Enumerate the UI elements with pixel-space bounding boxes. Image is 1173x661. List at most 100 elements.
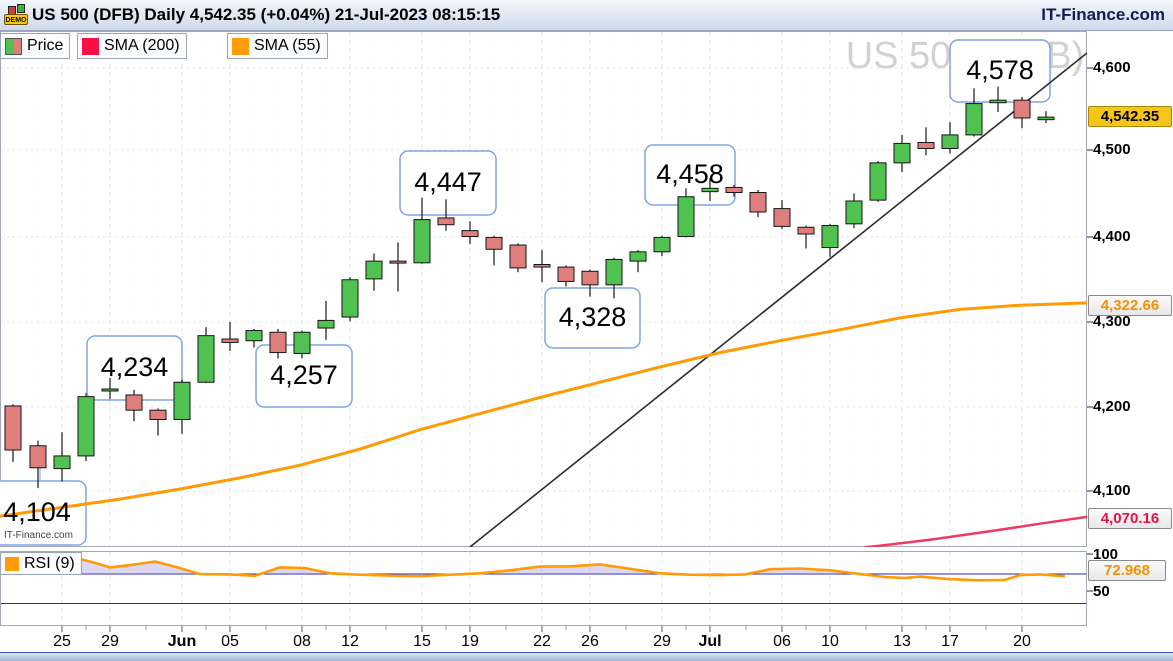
date-axis-label: 29 [101,633,119,650]
rsi-panel[interactable] [0,551,1087,626]
price-axis-label: 4,100 [1093,482,1131,499]
candle-body [29,445,47,469]
brand-link[interactable]: IT-Finance.com [1041,5,1165,24]
current-price-tag: 4,542.35 [1088,106,1172,127]
candle-body [341,279,359,318]
candle-body [989,99,1007,104]
price-axis-label: 4,400 [1093,228,1131,245]
date-axis-label: Jun [167,633,197,650]
candle-body [101,388,119,392]
annotation-boxes [0,39,1051,546]
candle-body [485,236,503,250]
legend-item-price[interactable]: Price [0,33,71,59]
candle-body [1013,99,1031,119]
candle-body [221,338,239,343]
mini-candles-icon [7,4,25,15]
chart-canvas[interactable]: US 500 (DFB) [0,31,1173,660]
sma200-value-tag: 4,070.16 [1088,508,1172,529]
price-axis-label: 4,600 [1093,59,1131,76]
candle-body [917,142,935,149]
candle-body [605,258,623,286]
candle-body [845,200,863,225]
candle-body [389,260,407,264]
rsi-line[interactable] [0,555,1066,582]
date-axis-label: 29 [653,633,671,650]
legend-rsi-label: RSI (9) [24,554,75,572]
date-axis-label: 26 [581,633,599,650]
axis-ticks [61,67,1093,632]
date-axis-label: 13 [893,633,911,650]
demo-badge-label: DEMO [4,14,28,25]
candle-body [701,187,719,193]
candle-body [1037,116,1055,121]
rsi-axis-label: 50 [1093,583,1110,600]
candle-body [749,192,767,213]
candle-body [725,186,743,194]
legend-sma200-label: SMA (200) [104,37,180,54]
price-axis-label: 4,200 [1093,398,1131,415]
legend-item-sma200[interactable]: SMA (200) [77,33,187,59]
date-axis-label: 15 [413,633,431,650]
candle-body [245,330,263,342]
candle-body [413,219,431,264]
legend-item-rsi[interactable]: RSI (9) [0,552,82,575]
candle-body [965,103,983,136]
sma55-swatch-icon [232,37,249,55]
candle-body [581,270,599,286]
candle-body [317,319,335,329]
candle-body [53,455,71,470]
rsi-value-tag: 72.968 [1088,560,1166,581]
candle-body [293,331,311,354]
price-axis-label: 4,500 [1093,141,1131,158]
sma200-swatch-icon [82,37,99,55]
demo-badge-icon: DEMO [4,4,28,27]
candle-body [365,260,383,280]
candle-body [773,208,791,227]
sma55-value-tag: 4,322.66 [1088,295,1172,316]
candle-body [173,381,191,421]
candle-body [197,335,215,383]
price-panel[interactable] [0,31,1087,547]
candle-body [125,394,143,411]
legend-item-sma55[interactable]: SMA (55) [227,33,328,59]
date-axis-label: 05 [221,633,239,650]
chart-title: US 500 (DFB) Daily 4,542.35 (+0.04%) 21-… [32,5,501,24]
date-axis-label: 22 [533,633,551,650]
sma200-line[interactable] [864,515,1087,548]
candle-body [149,409,167,421]
candle-body [797,226,815,235]
candle-body [893,142,911,164]
rsi-axis-label: 100 [1093,546,1119,563]
date-axis-label: Jul [698,633,722,650]
rsi-swatch-icon [5,556,19,571]
candle-body [869,162,887,201]
price-swatch-icon [5,37,22,55]
title-bar: DEMO US 500 (DFB) Daily 4,542.35 (+0.04%… [0,0,1173,31]
sma55-line[interactable] [0,301,1087,518]
date-axis-label: 17 [941,633,959,650]
candle-body [941,134,959,149]
date-axis-label: 06 [773,633,791,650]
candle-body [653,236,671,253]
candle-body [509,244,527,269]
candle-body [77,396,95,457]
window-bottom-edge [0,652,1173,661]
date-axis-label: 25 [53,633,71,650]
date-axis-label: 19 [461,633,479,650]
candle-body [4,405,22,451]
date-axis-label: 20 [1013,633,1031,650]
legend-sma55-label: SMA (55) [254,37,321,54]
candle-body [677,196,695,238]
date-axis-label: 12 [341,633,359,650]
candles[interactable] [4,86,1055,489]
candle-body [437,217,455,226]
trendline[interactable] [469,52,1087,547]
candle-body [461,230,479,238]
candle-body [269,331,287,354]
candle-body [629,251,647,262]
candle-body [557,266,575,282]
legend-price-label: Price [27,37,64,54]
candle-body [821,225,839,249]
candle-body [533,264,551,268]
date-axis-label: 10 [821,633,839,650]
